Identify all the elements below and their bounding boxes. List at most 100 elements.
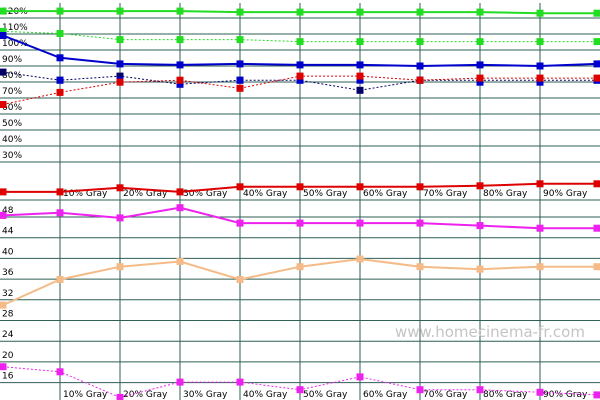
data-point-marker	[56, 54, 64, 62]
data-point-marker	[476, 74, 484, 82]
data-point-marker	[356, 86, 364, 94]
data-point-marker	[296, 8, 304, 16]
y-tick-label: 36	[2, 268, 14, 278]
data-point-marker	[236, 8, 244, 16]
data-point-marker	[296, 72, 304, 80]
data-point-marker	[0, 363, 7, 371]
x-tick-label: 50% Gray	[303, 390, 348, 400]
y-tick-label: 40%	[2, 135, 22, 145]
data-point-marker	[476, 386, 484, 394]
y-tick-label: 100%	[2, 39, 28, 49]
x-tick-label: 40% Gray	[243, 390, 288, 400]
data-point-marker	[536, 78, 544, 86]
data-point-marker	[536, 180, 544, 188]
data-point-marker	[56, 30, 64, 37]
x-tick-label: 60% Gray	[363, 189, 408, 199]
data-point-marker	[356, 255, 364, 263]
data-point-marker	[593, 60, 600, 68]
data-point-marker	[356, 76, 364, 84]
data-point-marker	[236, 84, 244, 92]
data-point-marker	[296, 76, 304, 84]
data-point-marker	[56, 188, 64, 196]
x-tick-label: 60% Gray	[363, 390, 408, 400]
y-tick-label: 44	[2, 227, 14, 237]
y-tick-label: 30%	[2, 151, 22, 161]
data-point-marker	[476, 61, 484, 69]
y-tick-label: 16	[2, 372, 14, 382]
data-point-marker	[356, 219, 364, 227]
data-point-marker	[416, 219, 424, 227]
data-point-marker	[0, 68, 7, 76]
data-point-marker	[593, 391, 600, 399]
data-point-marker	[56, 76, 64, 84]
data-point-marker	[536, 9, 544, 17]
data-point-marker	[476, 8, 484, 16]
data-point-marker	[116, 36, 124, 44]
data-point-marker	[0, 188, 7, 196]
y-tick-label: 40	[2, 247, 14, 257]
data-point-marker	[116, 263, 124, 271]
top-panel: 120%110%100%90%80%70%60%50%40%30%10% Gra…	[0, 3, 600, 200]
data-point-marker	[116, 7, 124, 15]
y-tick-label: 80%	[2, 71, 22, 81]
data-point-marker	[593, 9, 600, 17]
data-point-marker	[56, 209, 64, 217]
data-point-marker	[476, 265, 484, 273]
data-point-marker	[536, 74, 544, 82]
data-point-marker	[176, 7, 184, 15]
data-point-marker	[56, 88, 64, 96]
data-point-marker	[0, 301, 7, 309]
data-point-marker	[416, 386, 424, 394]
y-tick-label: 28	[2, 310, 14, 320]
data-point-marker	[356, 183, 364, 191]
data-point-marker	[356, 61, 364, 69]
x-tick-label: 80% Gray	[483, 390, 528, 400]
data-point-marker	[116, 393, 124, 400]
data-point-marker	[356, 38, 364, 46]
x-tick-label: 30% Gray	[183, 189, 228, 199]
data-point-marker	[0, 101, 7, 108]
data-point-marker	[0, 211, 7, 219]
x-tick-label: 20% Gray	[123, 390, 168, 400]
data-point-marker	[236, 378, 244, 386]
x-tick-label: 80% Gray	[483, 189, 528, 199]
data-point-marker	[536, 224, 544, 232]
x-tick-label: 70% Gray	[423, 189, 468, 199]
x-tick-label: 30% Gray	[183, 390, 228, 400]
data-point-marker	[593, 224, 600, 232]
x-tick-label: 10% Gray	[63, 189, 108, 199]
data-point-marker	[176, 80, 184, 88]
data-point-marker	[536, 62, 544, 70]
x-tick-label: 70% Gray	[423, 390, 468, 400]
y-tick-label: 20	[2, 351, 14, 361]
data-point-marker	[56, 368, 64, 376]
data-point-marker	[176, 258, 184, 265]
data-point-marker	[476, 38, 484, 46]
data-point-marker	[356, 8, 364, 16]
data-point-marker	[236, 276, 244, 283]
data-point-marker	[236, 219, 244, 227]
data-point-marker	[296, 38, 304, 46]
data-point-marker	[176, 76, 184, 84]
y-tick-label: 50%	[2, 119, 22, 129]
data-point-marker	[116, 214, 124, 222]
data-point-marker	[416, 38, 424, 46]
watermark-text: www.homecinema-fr.com	[395, 323, 585, 341]
y-tick-label: 60%	[2, 103, 22, 113]
data-point-marker	[176, 378, 184, 386]
data-point-marker	[296, 219, 304, 227]
data-point-marker	[536, 388, 544, 396]
data-point-marker	[593, 180, 600, 188]
bottom-panel: 48 44 40 36 32 28 24 20 16 10% Gray 20% Gray 30% Gr…	[0, 200, 600, 400]
data-point-marker	[416, 8, 424, 16]
data-point-marker	[0, 27, 7, 35]
data-point-marker	[593, 38, 600, 46]
y-tick-label: 70%	[2, 87, 22, 97]
x-tick-label: 90% Gray	[543, 189, 588, 199]
data-point-marker	[296, 386, 304, 394]
x-tick-label: 10% Gray	[63, 390, 108, 400]
series-line	[2, 71, 597, 91]
data-point-marker	[416, 263, 424, 271]
y-tick-label: 24	[2, 330, 14, 340]
data-point-marker	[176, 61, 184, 69]
